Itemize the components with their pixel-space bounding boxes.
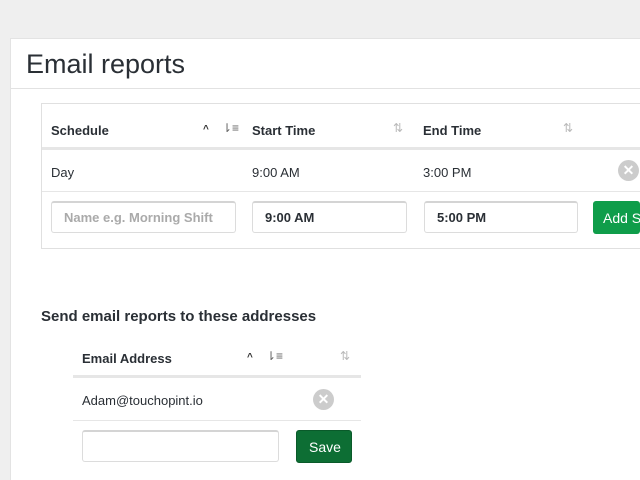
header-divider [42,147,640,150]
row-divider [73,420,361,421]
cell-schedule: Day [51,165,75,180]
sort-icon[interactable]: ⇅ [340,349,351,363]
cell-start: 9:00 AM [252,165,300,180]
header-start-time[interactable]: Start Time [252,123,316,138]
cell-end: 3:00 PM [423,165,472,180]
end-time-input[interactable] [424,201,578,233]
sort-icon[interactable]: ⇅ [393,121,404,135]
chevron-up-icon[interactable]: ^ [203,124,209,135]
remove-circle-icon[interactable]: ✕ [618,160,639,181]
add-schedule-button[interactable]: Add S [593,201,640,234]
divider [11,88,640,89]
cell-email: Adam@touchopint.io [82,393,203,408]
row-divider [42,191,640,192]
chevron-up-icon[interactable]: ^ [247,352,253,363]
header-email-address[interactable]: Email Address [82,351,172,366]
sort-icon[interactable]: ⇅ [563,121,574,135]
sort-icon[interactable]: ⇂≡ [222,121,240,135]
start-time-input[interactable] [252,201,407,233]
schedule-table: Schedule ^ ⇂≡ Start Time ⇅ End Time ⇅ Da… [41,103,640,249]
email-section-heading: Send email reports to these addresses [41,308,317,325]
schedule-name-input[interactable] [51,201,236,233]
header-schedule[interactable]: Schedule [51,123,109,138]
remove-circle-icon[interactable]: ✕ [313,389,334,410]
header-end-time[interactable]: End Time [423,123,482,138]
sort-icon[interactable]: ⇂≡ [266,349,284,363]
header-divider [73,375,361,378]
save-button[interactable]: Save [296,430,352,463]
page-title: Email reports [26,49,186,79]
email-reports-card: Email reports Schedule ^ ⇂≡ Start Time ⇅… [10,38,640,480]
email-input[interactable] [82,430,279,462]
